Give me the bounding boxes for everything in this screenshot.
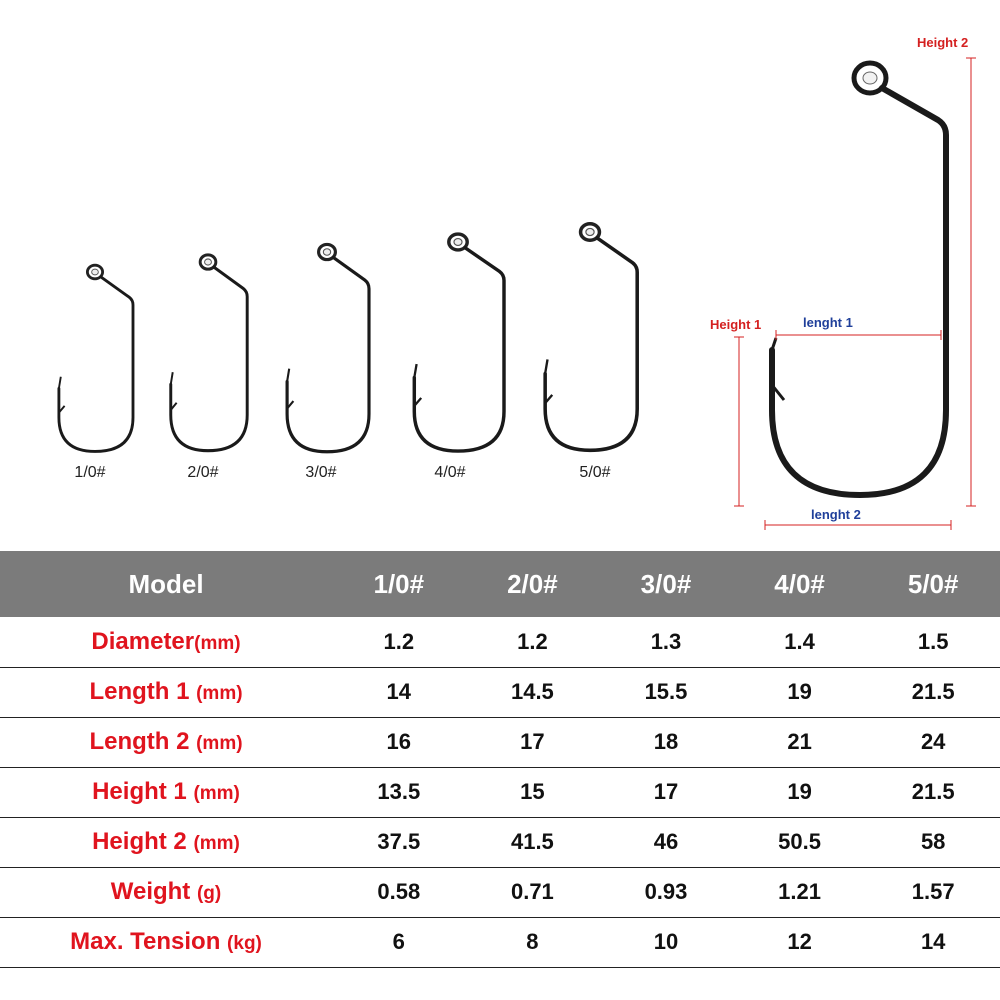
- table-cell: 17: [520, 729, 545, 754]
- table-cell: 1.21: [778, 879, 821, 904]
- table-cell: 1.2: [517, 628, 548, 654]
- hook-3-0: [285, 242, 371, 454]
- table-cell: 1.2: [383, 628, 415, 654]
- table-cell: 50.5: [778, 829, 821, 854]
- table-row: Length 2 (mm) 16 17 18 21 24: [0, 717, 1000, 767]
- row-label-length2: Length 2 (mm): [0, 717, 332, 767]
- row-label-max-tension: Max. Tension (kg): [0, 917, 332, 967]
- table-cell: 19: [787, 779, 812, 804]
- row-label-diameter: Diameter(mm): [0, 617, 332, 667]
- row-unit: (kg): [227, 933, 262, 954]
- row-label-height1: Height 1 (mm): [0, 767, 332, 817]
- spec-table: Model 1/0# 2/0# 3/0# 4/0# 5/0# Diameter(…: [0, 551, 1000, 968]
- table-row: Weight (g) 0.58 0.71 0.93 1.21 1.57: [0, 867, 1000, 917]
- row-label-text: Length 2: [89, 728, 197, 755]
- header-3-0: 3/0#: [640, 568, 692, 599]
- header-1-0: 1/0#: [373, 568, 425, 599]
- table-cell: 24: [920, 729, 946, 754]
- length2-label: lenght 2: [811, 507, 861, 522]
- table-cell: 10: [653, 929, 679, 954]
- table-header-row: Model 1/0# 2/0# 3/0# 4/0# 5/0#: [0, 551, 1000, 617]
- table-cell: 37.5: [377, 829, 421, 854]
- row-label-length1: Length 1 (mm): [0, 667, 332, 717]
- hook-2-0: [169, 253, 249, 453]
- table-cell: 6: [392, 929, 405, 954]
- row-unit: (mm): [196, 683, 243, 704]
- table-cell: 1.3: [650, 628, 682, 654]
- table-cell: 0.93: [644, 879, 688, 904]
- row-unit: (mm): [193, 833, 240, 854]
- row-unit: (mm): [193, 783, 240, 804]
- length1-label: lenght 1: [803, 315, 853, 330]
- table-cell: 0.58: [377, 879, 421, 904]
- row-label-text: Max. Tension: [70, 928, 228, 955]
- hook-label-1-0: 1/0#: [74, 464, 106, 481]
- height1-label: Height 1: [710, 317, 762, 332]
- table-cell: 13.5: [377, 779, 421, 804]
- height2-label: Height 2: [917, 35, 969, 50]
- row-label-text: Diameter: [91, 627, 195, 655]
- table-row: Diameter(mm) 1.2 1.2 1.3 1.4 1.5: [0, 617, 1000, 667]
- row-unit: (g): [196, 883, 222, 904]
- table-cell: 0.71: [510, 879, 554, 904]
- table-cell: 21: [787, 729, 812, 754]
- table-cell: 17: [653, 779, 679, 804]
- table-cell: 16: [386, 729, 412, 754]
- table-cell: 14.5: [510, 679, 554, 704]
- header-2-0: 2/0#: [507, 568, 558, 599]
- table-row: Length 1 (mm) 14 14.5 15.5 19 21.5: [0, 667, 1000, 717]
- height2-line: [966, 57, 976, 507]
- row-label-weight: Weight (g): [0, 867, 332, 917]
- table-cell: 1.57: [911, 879, 955, 904]
- hooks-drawing: [57, 57, 976, 530]
- length2-line: [764, 520, 952, 530]
- table-cell: 14: [386, 679, 412, 704]
- table-cell: 21.5: [911, 679, 955, 704]
- hook-label-2-0: 2/0#: [187, 464, 219, 481]
- row-label-height2: Height 2 (mm): [0, 817, 332, 867]
- large-hook-diagram: [769, 60, 949, 499]
- height1-line: [734, 336, 744, 507]
- table-cell: 21.5: [911, 779, 955, 804]
- hook-label-5-0: 5/0#: [579, 464, 611, 481]
- hook-label-3-0: 3/0#: [305, 464, 337, 481]
- table-cell: 18: [653, 729, 679, 754]
- header-5-0: 5/0#: [907, 568, 959, 599]
- table-cell: 1.4: [784, 628, 815, 654]
- table-cell: 14: [920, 929, 946, 954]
- hook-1-0: [57, 263, 135, 453]
- row-label-text: Height 2: [92, 828, 194, 855]
- row-unit: (mm): [194, 632, 241, 654]
- header-model: Model: [128, 568, 204, 599]
- table-cell: 8: [526, 929, 539, 954]
- table-cell: 15: [520, 779, 545, 804]
- hook-4-0: [412, 232, 506, 453]
- hook-5-0: [543, 221, 639, 453]
- row-label-text: Height 1: [92, 778, 194, 805]
- table-cell: 46: [653, 829, 679, 854]
- length1-line: [775, 330, 942, 340]
- table-cell: 1.5: [917, 628, 949, 654]
- table-cell: 58: [920, 829, 946, 854]
- row-label-text: Length 1: [89, 678, 197, 705]
- row-unit: (mm): [196, 733, 243, 754]
- row-label-text: Weight: [110, 878, 197, 905]
- table-cell: 12: [787, 929, 812, 954]
- table-row: Height 2 (mm) 37.5 41.5 46 50.5 58: [0, 817, 1000, 867]
- table-cell: 19: [787, 679, 812, 704]
- table-cell: 15.5: [644, 679, 688, 704]
- table-row: Height 1 (mm) 13.5 15 17 19 21.5: [0, 767, 1000, 817]
- table-row: Max. Tension (kg) 6 8 10 12 14: [0, 917, 1000, 967]
- hook-illustration: 1/0# 2/0# 3/0# 4/0# 5/0# Height 2 Height…: [57, 35, 976, 530]
- table-cell: 41.5: [510, 829, 554, 854]
- header-4-0: 4/0#: [774, 568, 825, 599]
- hook-label-4-0: 4/0#: [434, 464, 466, 481]
